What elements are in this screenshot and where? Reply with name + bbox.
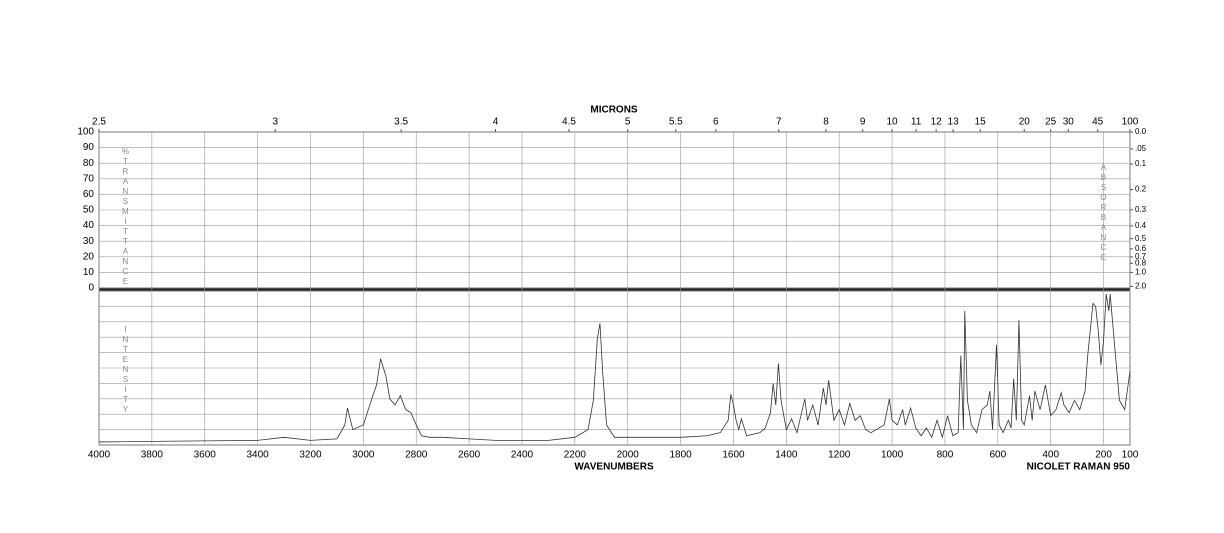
y-tick-label: 30: [83, 236, 95, 247]
absorbance-tick-label: 0.1: [1135, 159, 1147, 168]
top-tick-label: 30: [1063, 117, 1075, 128]
spectrum-line: [98, 294, 1131, 443]
x-tick-label: 3600: [194, 450, 217, 461]
y-tick-label: 20: [83, 251, 95, 262]
top-tick-label: 5.5: [669, 117, 683, 128]
top-tick-label: 45: [1092, 117, 1104, 128]
absorbance-tick-label: 1.0: [1135, 268, 1147, 277]
y-tick-label: 90: [83, 142, 95, 153]
y-tick-label: 10: [83, 267, 95, 278]
y-tick-label: 80: [83, 158, 95, 169]
instrument-label: NICOLET RAMAN 950: [1027, 462, 1131, 473]
x-tick-label: 100: [1122, 450, 1139, 461]
x-tick-label: 400: [1042, 450, 1059, 461]
x-tick-label: 4000: [88, 450, 111, 461]
absorbance-tick-label: 2.0: [1135, 282, 1147, 291]
x-tick-label: 3000: [352, 450, 375, 461]
x-tick-label: 800: [937, 450, 954, 461]
x-tick-label: 2600: [458, 450, 481, 461]
absorbance-tick-label: 0.3: [1135, 205, 1147, 214]
left-axis-title: %TRANSMITTANCE: [121, 147, 130, 287]
x-tick-label: 2400: [511, 450, 534, 461]
absorbance-tick-label: 0.6: [1135, 244, 1147, 253]
x-tick-label: 1800: [669, 450, 692, 461]
absorbance-tick-label: 0.8: [1135, 258, 1147, 267]
absorbance-tick-label: 0.4: [1135, 221, 1147, 230]
top-tick-label: 25: [1045, 117, 1057, 128]
top-tick-label: 7: [776, 117, 782, 128]
top-tick-label: 12: [931, 117, 943, 128]
absorbance-tick-label: 0.5: [1135, 234, 1147, 243]
top-tick-label: 4: [493, 117, 499, 128]
y-tick-label: 70: [83, 173, 95, 184]
top-tick-label: 9: [860, 117, 866, 128]
x-tick-label: 3200: [299, 450, 322, 461]
y-tick-label: 0: [88, 283, 94, 294]
absorbance-tick-label: 0.2: [1135, 185, 1147, 194]
x-tick-label: 1400: [775, 450, 798, 461]
top-tick-label: 100: [1122, 117, 1139, 128]
top-tick-label: 2.5: [92, 117, 106, 128]
top-tick-label: 13: [948, 117, 960, 128]
top-tick-label: 4.5: [562, 117, 576, 128]
x-tick-label: 1600: [722, 450, 745, 461]
top-tick-label: 15: [975, 117, 987, 128]
x-tick-label: 2800: [405, 450, 428, 461]
x-tick-label: 200: [1095, 450, 1112, 461]
absorbance-tick-label: 0.7: [1135, 252, 1147, 261]
x-tick-label: 2000: [617, 450, 640, 461]
top-axis-title: MICRONS: [590, 105, 638, 116]
absorbance-tick-label: .05: [1135, 144, 1147, 153]
x-tick-label: 1200: [828, 450, 851, 461]
y-tick-label: 40: [83, 220, 95, 231]
x-tick-label: 600: [989, 450, 1006, 461]
y-tick-label: 50: [83, 205, 95, 216]
top-tick-label: 20: [1019, 117, 1031, 128]
top-tick-label: 8: [823, 117, 829, 128]
x-tick-label: 3400: [246, 450, 269, 461]
lower-axis-title: INTENSITY: [121, 325, 130, 415]
top-tick-label: 3: [272, 117, 278, 128]
x-axis-title: WAVENUMBERS: [574, 462, 654, 473]
top-tick-label: 10: [887, 117, 899, 128]
x-tick-label: 3800: [141, 450, 164, 461]
top-tick-label: 3.5: [394, 117, 408, 128]
y-tick-label: 60: [83, 189, 95, 200]
y-tick-label: 100: [77, 127, 94, 138]
top-tick-label: 5: [625, 117, 631, 128]
top-tick-label: 11: [911, 117, 922, 128]
absorbance-tick-label: 0.0: [1135, 127, 1147, 136]
x-tick-label: 2200: [564, 450, 587, 461]
x-tick-label: 1000: [881, 450, 904, 461]
top-tick-label: 6: [713, 117, 719, 128]
